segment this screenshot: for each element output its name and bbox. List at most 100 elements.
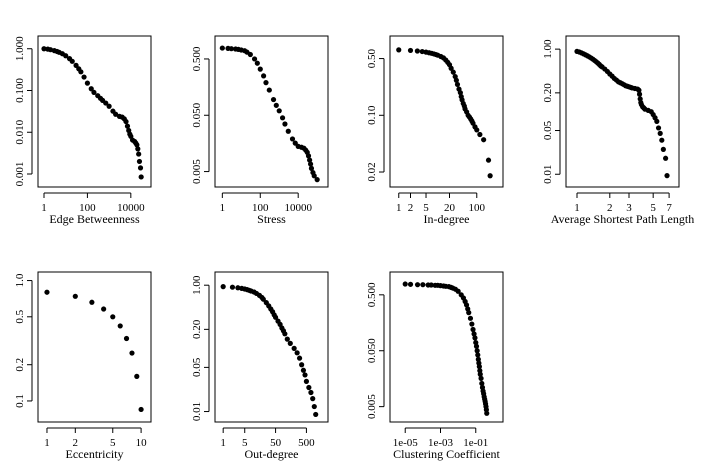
data-point xyxy=(474,348,480,354)
y-tick-label: 0.500 xyxy=(191,46,203,71)
data-point xyxy=(407,47,414,54)
x-axis-title: Clustering Coefficient xyxy=(393,447,500,461)
x-axis-title: Out-degree xyxy=(245,447,299,461)
data-point xyxy=(485,157,492,163)
y-tick-label: 0.05 xyxy=(542,120,554,140)
data-point xyxy=(481,137,487,143)
data-point xyxy=(84,80,91,86)
y-tick-label: 0.2 xyxy=(14,358,26,372)
y-tick-label: 0.005 xyxy=(191,159,203,184)
x-tick-label: 1e-03 xyxy=(428,437,454,449)
x-tick-label: 20 xyxy=(444,202,456,214)
y-tick-label: 0.005 xyxy=(366,394,378,419)
x-tick-label: 1 xyxy=(44,437,50,449)
data-point xyxy=(307,161,314,167)
data-point xyxy=(307,157,313,163)
x-tick-label: 2 xyxy=(408,202,414,214)
y-axis: 1.0 0.5 0.2 0.1 xyxy=(14,273,33,408)
data-point xyxy=(88,86,94,92)
x-tick-label: 5 xyxy=(423,202,429,214)
data-point xyxy=(117,323,123,329)
x-tick-label: 100 xyxy=(252,202,269,214)
y-axis: 1.00 0.20 0.05 0.01 xyxy=(542,39,561,184)
x-axis: 1 100 10000 xyxy=(41,192,145,214)
panel-eccentricity: 1 2 5 10 1.0 0.5 0.2 0.1 Eccentricity xyxy=(14,271,152,461)
data-point xyxy=(282,121,288,127)
y-tick-label: 0.500 xyxy=(366,282,378,307)
data-point xyxy=(229,284,236,290)
data-point xyxy=(285,128,291,134)
x-tick-label: 10 xyxy=(136,437,148,449)
x-tick-label: 1 xyxy=(574,202,580,214)
x-tick-label: 2 xyxy=(73,437,79,449)
panel-out-degree: 1 5 50 500 1.00 0.20 0.05 0.01 Out-degree xyxy=(191,271,329,461)
data-point xyxy=(113,111,119,117)
data-point xyxy=(308,389,314,396)
panel-avg-shortest-path: 1 2 3 5 7 1.00 0.20 0.05 0.01 Average Shortest Pa… xyxy=(542,35,694,226)
data-point xyxy=(251,56,258,62)
data-point xyxy=(300,367,307,373)
x-axis: 1 2 5 10 xyxy=(44,427,148,449)
data-point xyxy=(478,375,484,381)
data-point xyxy=(454,81,461,88)
data-point xyxy=(123,335,130,342)
plot-frame xyxy=(389,271,504,423)
y-tick-label: 0.050 xyxy=(191,102,203,127)
panel-edge-betweenness: 1 100 10000 1.000 0.100 0.010 0.001 Edge Betwee… xyxy=(14,35,152,226)
x-tick-label: 500 xyxy=(298,437,315,449)
panel-clustering-coefficient: 1e-05 1e-03 1e-01 0.500 0.050 0.005 Clustering… xyxy=(366,271,504,461)
x-tick-label: 1 xyxy=(41,202,47,214)
data-point xyxy=(414,48,420,54)
x-tick-label: 50 xyxy=(270,437,282,449)
plot-frame xyxy=(214,35,329,188)
y-axis: 1.000 0.100 0.010 0.001 xyxy=(14,36,33,186)
data-point xyxy=(636,91,643,97)
data-point xyxy=(263,80,269,86)
x-axis-title: Stress xyxy=(257,212,286,226)
data-point xyxy=(261,73,267,79)
y-tick-label: 0.02 xyxy=(366,162,378,181)
data-point xyxy=(472,335,478,341)
data-point xyxy=(407,281,414,287)
data-point xyxy=(69,58,75,64)
x-axis: 1 5 50 500 xyxy=(220,427,315,449)
x-tick-label: 1e-01 xyxy=(463,437,488,449)
data-point xyxy=(477,131,483,138)
data-point xyxy=(296,355,303,361)
data-point xyxy=(138,406,144,413)
y-tick-label: 0.050 xyxy=(366,338,378,363)
data-point xyxy=(487,173,493,179)
y-axis: 0.50 0.10 0.02 xyxy=(366,48,385,182)
data-point xyxy=(467,315,474,321)
data-point xyxy=(136,158,143,165)
y-tick-label: 0.01 xyxy=(542,165,554,184)
data-point xyxy=(284,336,290,342)
series-points xyxy=(396,47,493,179)
data-point xyxy=(402,281,408,287)
series-points xyxy=(220,284,319,418)
data-point xyxy=(124,123,131,129)
y-tick-label: 1.00 xyxy=(191,275,203,295)
plot-frame xyxy=(37,35,152,188)
x-tick-label: 1 xyxy=(220,437,226,449)
data-point xyxy=(306,384,312,391)
data-point xyxy=(257,66,263,72)
data-point xyxy=(235,285,241,291)
data-point xyxy=(660,146,666,152)
data-point xyxy=(636,87,642,93)
data-point xyxy=(302,372,308,378)
x-tick-label: 5 xyxy=(650,202,656,214)
panel-in-degree: 1 2 5 20 100 0.50 0.10 0.02 In-degree xyxy=(366,35,504,226)
y-tick-label: 0.01 xyxy=(191,402,203,421)
data-point xyxy=(453,77,459,83)
x-tick-label: 2 xyxy=(607,202,613,214)
series-points xyxy=(219,45,320,183)
data-point xyxy=(137,165,144,171)
data-point xyxy=(473,343,480,349)
data-point xyxy=(273,102,279,108)
y-tick-label: 0.05 xyxy=(191,357,203,377)
x-tick-label: 1e-05 xyxy=(393,437,419,449)
data-point xyxy=(664,173,670,179)
